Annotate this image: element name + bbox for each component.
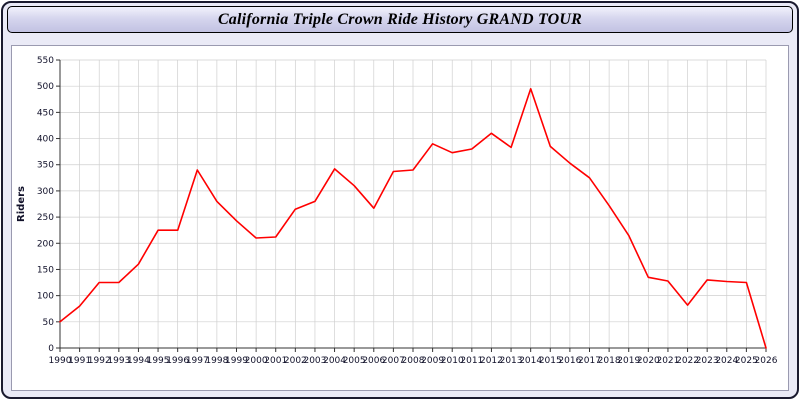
svg-text:2003: 2003 — [303, 356, 326, 366]
svg-text:Riders: Riders — [16, 186, 27, 222]
svg-text:1993: 1993 — [107, 356, 130, 366]
svg-text:1995: 1995 — [147, 356, 170, 366]
svg-text:2013: 2013 — [500, 356, 523, 366]
svg-text:300: 300 — [37, 187, 54, 197]
svg-text:1994: 1994 — [127, 356, 150, 366]
svg-text:2017: 2017 — [578, 356, 601, 366]
svg-text:200: 200 — [37, 239, 54, 249]
svg-text:2000: 2000 — [245, 356, 268, 366]
svg-text:2015: 2015 — [539, 356, 562, 366]
svg-text:1996: 1996 — [166, 356, 189, 366]
svg-text:150: 150 — [37, 265, 54, 275]
svg-text:500: 500 — [37, 82, 54, 92]
svg-text:0: 0 — [48, 344, 54, 354]
svg-text:2001: 2001 — [264, 356, 287, 366]
svg-text:2002: 2002 — [284, 356, 307, 366]
svg-text:2018: 2018 — [598, 356, 621, 366]
svg-text:2012: 2012 — [480, 356, 503, 366]
chart-title-bar: California Triple Crown Ride History GRA… — [7, 6, 793, 33]
svg-text:1998: 1998 — [205, 356, 228, 366]
svg-text:2005: 2005 — [343, 356, 366, 366]
svg-text:2025: 2025 — [735, 356, 758, 366]
svg-text:2022: 2022 — [676, 356, 699, 366]
svg-text:2006: 2006 — [362, 356, 385, 366]
svg-text:2026: 2026 — [755, 356, 778, 366]
svg-text:2016: 2016 — [558, 356, 581, 366]
svg-text:2014: 2014 — [519, 356, 542, 366]
svg-text:2024: 2024 — [715, 356, 738, 366]
svg-text:2020: 2020 — [637, 356, 660, 366]
svg-text:350: 350 — [37, 161, 54, 171]
svg-text:1997: 1997 — [186, 356, 209, 366]
svg-text:2019: 2019 — [617, 356, 640, 366]
svg-text:2008: 2008 — [402, 356, 425, 366]
chart-title: California Triple Crown Ride History GRA… — [217, 10, 583, 28]
svg-text:400: 400 — [37, 135, 54, 145]
svg-text:1991: 1991 — [68, 356, 91, 366]
svg-text:50: 50 — [43, 318, 55, 328]
svg-text:550: 550 — [37, 56, 54, 66]
svg-text:2009: 2009 — [421, 356, 444, 366]
svg-text:2023: 2023 — [696, 356, 719, 366]
svg-text:2021: 2021 — [656, 356, 679, 366]
chart-panel: 0 50 100 150 200 250 300 350 400 450 500 550 1990 199… — [11, 45, 789, 391]
svg-text:1990: 1990 — [49, 356, 72, 366]
svg-text:450: 450 — [37, 108, 54, 118]
svg-text:100: 100 — [37, 292, 54, 302]
svg-text:1992: 1992 — [88, 356, 111, 366]
ride-history-line-chart: 0501001502002503003504004505005501990199… — [16, 56, 778, 366]
svg-text:250: 250 — [37, 213, 54, 223]
svg-text:2011: 2011 — [460, 356, 483, 366]
svg-text:2007: 2007 — [382, 356, 405, 366]
svg-text:2004: 2004 — [323, 356, 346, 366]
svg-text:1999: 1999 — [225, 356, 248, 366]
svg-text:2010: 2010 — [441, 356, 464, 366]
